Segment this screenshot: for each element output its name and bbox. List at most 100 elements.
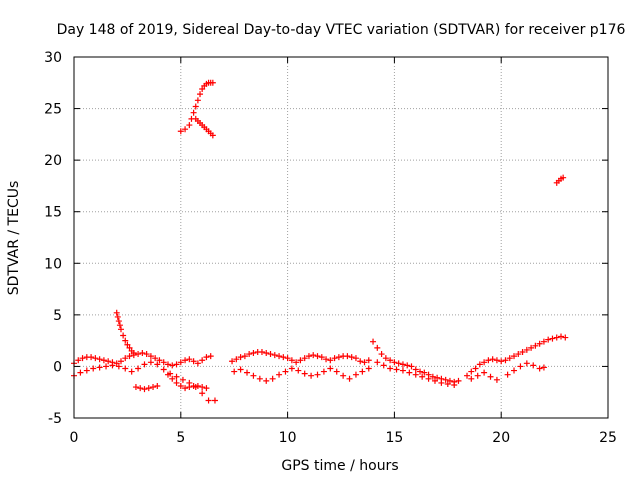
data-point (320, 368, 327, 375)
y-tick-label: -5 (48, 411, 62, 427)
x-tick-label: 0 (70, 430, 79, 446)
y-tick-label: 25 (44, 102, 62, 118)
data-point (169, 375, 176, 382)
data-point (282, 368, 289, 375)
data-point (404, 362, 411, 369)
data-point (199, 390, 206, 397)
data-point (485, 357, 492, 364)
data-point (536, 365, 543, 372)
data-point (241, 353, 248, 360)
data-point (160, 366, 167, 373)
data-point (425, 375, 432, 382)
data-point (115, 318, 122, 325)
data-point (250, 350, 257, 357)
data-point (464, 372, 471, 379)
data-point (113, 309, 120, 316)
data-point (335, 354, 342, 361)
data-point (327, 365, 334, 372)
data-point (301, 355, 308, 362)
data-point (114, 313, 121, 320)
data-point (476, 361, 483, 368)
data-point (314, 371, 321, 378)
data-point (246, 351, 253, 358)
data-point (135, 365, 142, 372)
series-late-excursion (553, 174, 567, 186)
data-point (164, 371, 171, 378)
data-point (122, 355, 129, 362)
data-point (297, 357, 304, 364)
data-point (399, 367, 406, 374)
data-point (203, 354, 210, 361)
data-point (391, 359, 398, 366)
data-point (393, 366, 400, 373)
data-point (122, 365, 129, 372)
data-point (250, 372, 257, 379)
y-tick-label: 30 (44, 50, 62, 66)
data-point (154, 383, 161, 390)
data-point (530, 362, 537, 369)
data-point (116, 322, 123, 329)
data-point (164, 361, 171, 368)
ticks (73, 56, 609, 419)
chart-title: Day 148 of 2019, Sidereal Day-to-day VTE… (57, 22, 626, 38)
y-tick-label: 0 (53, 359, 62, 375)
data-point (117, 326, 124, 333)
data-point (352, 371, 359, 378)
series-spike-2h (113, 309, 137, 357)
data-point (194, 383, 201, 390)
data-point (365, 365, 372, 372)
data-point (132, 384, 139, 391)
data-point (528, 344, 535, 351)
data-point (523, 360, 530, 367)
data-point (412, 366, 419, 373)
data-point (323, 356, 330, 363)
data-point (115, 363, 122, 370)
data-point (357, 358, 364, 365)
tick-labels: 0 5 10 15 20 25 -5 0 5 10 15 20 25 30 (44, 50, 617, 446)
data-point (288, 365, 295, 372)
data-point (126, 353, 133, 360)
data-point (143, 351, 150, 358)
data-point (380, 362, 387, 369)
data-point (276, 353, 283, 360)
x-tick-label: 20 (492, 430, 510, 446)
data-point (374, 359, 381, 366)
x-tick-label: 10 (279, 430, 297, 446)
data-point (197, 91, 204, 98)
data-point (301, 370, 308, 377)
data-point (474, 372, 481, 379)
data-point (156, 357, 163, 364)
data-point (359, 368, 366, 375)
data-point (211, 397, 218, 404)
data-point (481, 359, 488, 366)
data-point (438, 379, 445, 386)
data-point (90, 365, 97, 372)
data-point (444, 380, 451, 387)
data-point (128, 368, 135, 375)
y-axis-label: SDTVAR / TECUs (6, 181, 22, 296)
data-point (150, 384, 157, 391)
data-point (186, 122, 193, 129)
data-point (545, 336, 552, 343)
data-point (558, 333, 565, 340)
data-point (96, 364, 103, 371)
data-point (182, 357, 189, 364)
data-point (421, 369, 428, 376)
data-point (105, 358, 112, 365)
data-point (160, 359, 167, 366)
data-point (124, 341, 131, 348)
data-point (233, 356, 240, 363)
data-point (205, 397, 212, 404)
data-point (293, 359, 300, 366)
data-point (560, 174, 567, 181)
y-tick-label: 20 (44, 153, 62, 169)
data-point (199, 357, 206, 364)
data-point (540, 364, 547, 371)
series-dip-segments (132, 371, 210, 393)
data-point (370, 338, 377, 345)
data-point (237, 354, 244, 361)
data-point (147, 353, 154, 360)
data-point (288, 357, 295, 364)
data-point (305, 353, 312, 360)
data-point (395, 360, 402, 367)
